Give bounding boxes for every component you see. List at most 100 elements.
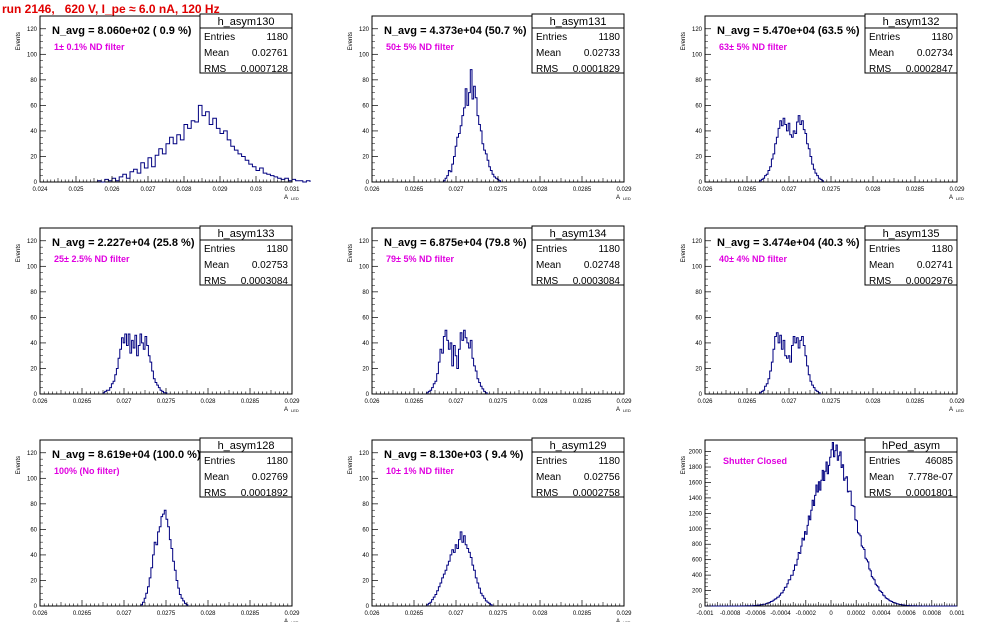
- y-tick-label: 0: [366, 604, 370, 610]
- y-tick-label: 0: [366, 392, 370, 398]
- stat-label: Mean: [204, 48, 229, 59]
- stats-box: [199, 225, 293, 286]
- run-title: run 2146, 620 V, I_pe ≈ 6.0 nA, 120 Hz: [2, 2, 220, 16]
- stat-label: Mean: [536, 472, 561, 483]
- filter-label: 40± 4% ND filter: [719, 254, 787, 264]
- x-tick-label: 0.028: [532, 187, 548, 193]
- y-tick-label: 20: [30, 578, 37, 584]
- y-tick-label: 1200: [689, 511, 703, 517]
- x-tick-label: 0.027: [781, 187, 797, 193]
- y-axis-label: Events: [16, 32, 22, 50]
- histogram-name: hPed_asym: [882, 440, 940, 452]
- y-tick-label: 120: [359, 451, 370, 457]
- x-tick-label: 0.001: [949, 611, 965, 617]
- histogram-line: [442, 69, 501, 182]
- x-axis-label-subscript: LED: [291, 196, 299, 201]
- y-tick-label: 80: [362, 290, 369, 296]
- x-tick-label: 0.0275: [822, 399, 841, 405]
- stat-label: RMS: [536, 488, 559, 499]
- x-tick-label: 0.029: [284, 399, 300, 405]
- histogram-line: [426, 531, 493, 606]
- stat-value: 0.0002976: [906, 276, 954, 287]
- y-tick-label: 60: [30, 103, 37, 109]
- stat-label: RMS: [869, 488, 892, 499]
- x-tick-label: 0.027: [448, 399, 464, 405]
- x-tick-label: 0.026: [32, 399, 48, 405]
- x-tick-label: 0.026: [697, 187, 713, 193]
- stat-label: RMS: [204, 276, 227, 287]
- y-tick-label: 0: [699, 604, 703, 610]
- stat-label: Mean: [204, 260, 229, 271]
- y-tick-label: 20: [362, 578, 369, 584]
- y-tick-label: 60: [30, 315, 37, 321]
- y-tick-label: 120: [27, 27, 38, 33]
- y-tick-label: 120: [359, 239, 370, 245]
- stats-box: [531, 225, 625, 286]
- stat-label: Entries: [204, 456, 235, 467]
- histogram-name: h_asym132: [883, 16, 940, 28]
- stat-label: Entries: [536, 32, 567, 43]
- stat-value: 0.0002847: [906, 64, 954, 75]
- y-tick-label: 80: [30, 78, 37, 84]
- histogram-name: h_asym130: [218, 16, 275, 28]
- x-tick-label: 0.028: [532, 399, 548, 405]
- x-tick-label: 0.0275: [822, 187, 841, 193]
- x-tick-label: 0.0265: [738, 399, 757, 405]
- stat-label: RMS: [536, 276, 559, 287]
- x-tick-label: 0.0275: [157, 399, 176, 405]
- y-tick-label: 40: [362, 129, 369, 135]
- x-tick-label: 0.0285: [906, 187, 925, 193]
- y-axis-label: Events: [681, 32, 687, 50]
- x-tick-label: 0.03: [250, 187, 262, 193]
- x-tick-label: 0.0265: [738, 187, 757, 193]
- x-tick-label: 0.0285: [241, 399, 260, 405]
- x-tick-label: 0.026: [364, 187, 380, 193]
- y-tick-label: 20: [30, 154, 37, 160]
- stat-label: Entries: [869, 244, 900, 255]
- x-tick-label: 0.0275: [157, 611, 176, 617]
- x-tick-label: 0.0265: [405, 611, 424, 617]
- x-tick-label: 0.029: [212, 187, 228, 193]
- y-tick-label: 0: [34, 180, 38, 186]
- x-tick-label: 0.0285: [241, 611, 260, 617]
- stat-value: 0.02756: [584, 472, 621, 483]
- x-axis-label: A: [284, 407, 288, 413]
- x-tick-label: 0.0265: [405, 399, 424, 405]
- x-tick-label: 0.026: [104, 187, 120, 193]
- y-axis-label: Events: [348, 32, 354, 50]
- x-axis-label: A: [616, 407, 620, 413]
- panel-title: N_avg = 6.875e+04 (79.8 %): [384, 237, 527, 249]
- stat-label: Entries: [204, 244, 235, 255]
- x-tick-label: -0.0002: [796, 611, 817, 617]
- stat-value: 0.0001892: [241, 488, 289, 499]
- x-tick-label: 0.031: [284, 187, 300, 193]
- filter-label: 1± 0.1% ND filter: [54, 42, 125, 52]
- x-axis-label-subscript: LED: [623, 408, 631, 413]
- stat-label: Entries: [204, 32, 235, 43]
- y-axis-label: Events: [348, 244, 354, 262]
- x-axis-label: A: [616, 195, 620, 201]
- y-tick-label: 60: [695, 103, 702, 109]
- x-tick-label: 0.0004: [872, 611, 891, 617]
- filter-label: 50± 5% ND filter: [386, 42, 454, 52]
- stat-value: 0.0003084: [573, 276, 621, 287]
- x-axis-label-subscript: LED: [623, 196, 631, 201]
- x-tick-label: 0.027: [781, 399, 797, 405]
- stat-value: 1180: [266, 32, 288, 43]
- y-tick-label: 60: [695, 315, 702, 321]
- y-tick-label: 1000: [689, 527, 703, 533]
- stat-value: 7.778e-07: [908, 472, 953, 483]
- x-tick-label: 0.028: [865, 399, 881, 405]
- y-tick-label: 1800: [689, 465, 703, 471]
- histogram-name: h_asym128: [218, 440, 275, 452]
- y-tick-label: 40: [695, 341, 702, 347]
- y-axis-label: Events: [16, 244, 22, 262]
- x-tick-label: 0.0285: [573, 399, 592, 405]
- x-axis-label-subscript: LED: [956, 408, 964, 413]
- x-tick-label: 0.029: [949, 187, 965, 193]
- x-tick-label: 0.0285: [573, 611, 592, 617]
- x-tick-label: 0.029: [949, 399, 965, 405]
- stat-value: 1180: [266, 244, 288, 255]
- y-tick-label: 80: [695, 290, 702, 296]
